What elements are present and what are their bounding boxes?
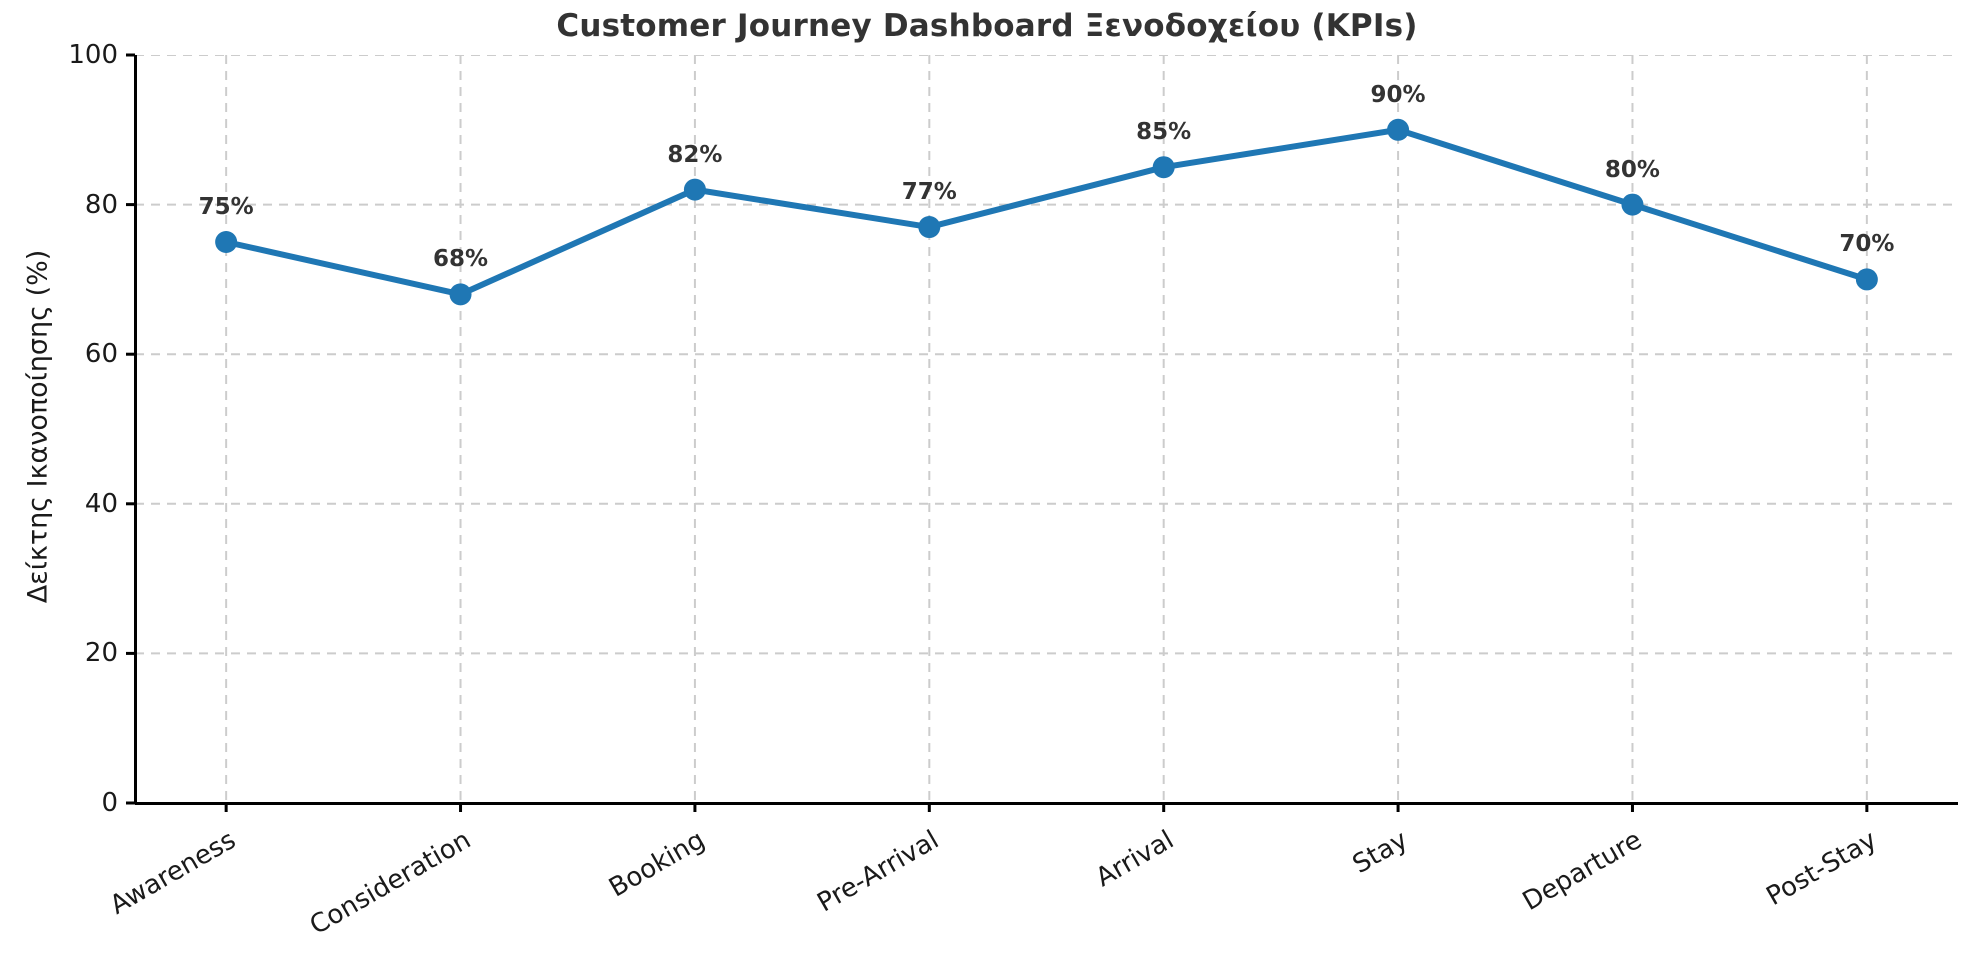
x-tick-label: Departure: [1518, 825, 1648, 917]
y-tick-label: 100: [68, 40, 118, 70]
y-tick-label: 60: [84, 339, 118, 370]
y-axis-label: Δείκτης Ικανοποίησης (%): [22, 249, 54, 604]
x-gridlines: [225, 55, 1868, 803]
data-point-marker: [918, 216, 941, 239]
x-tick-label: Consideration: [304, 825, 476, 942]
data-point-marker: [683, 178, 706, 201]
x-tick-label: Post-Stay: [1761, 825, 1882, 912]
y-tick-label: 20: [84, 638, 118, 669]
x-tick-label: Booking: [604, 825, 710, 904]
data-point-marker: [1152, 156, 1175, 179]
plot-area: [135, 55, 1958, 803]
y-tick-label: 80: [84, 189, 118, 220]
data-point-marker: [1855, 268, 1878, 291]
chart-title: Customer Journey Dashboard Ξενοδοχείου (…: [556, 8, 1418, 44]
x-tick-label: Stay: [1347, 825, 1414, 880]
data-point-markers: [215, 118, 1878, 306]
data-point-marker: [1621, 193, 1644, 216]
y-tick-label: 0: [101, 788, 118, 818]
data-point-marker: [215, 231, 238, 253]
x-tick-label: Awareness: [105, 825, 242, 921]
x-tick-label: Pre-Arrival: [812, 825, 945, 919]
x-tick-label: Arrival: [1090, 825, 1179, 894]
line-chart-svg: [135, 55, 1958, 803]
data-point-marker: [449, 283, 472, 306]
data-series-line: [223, 126, 1870, 298]
data-point-marker: [1387, 118, 1410, 141]
y-tick-label: 40: [84, 488, 118, 519]
y-gridlines: [135, 55, 1958, 803]
